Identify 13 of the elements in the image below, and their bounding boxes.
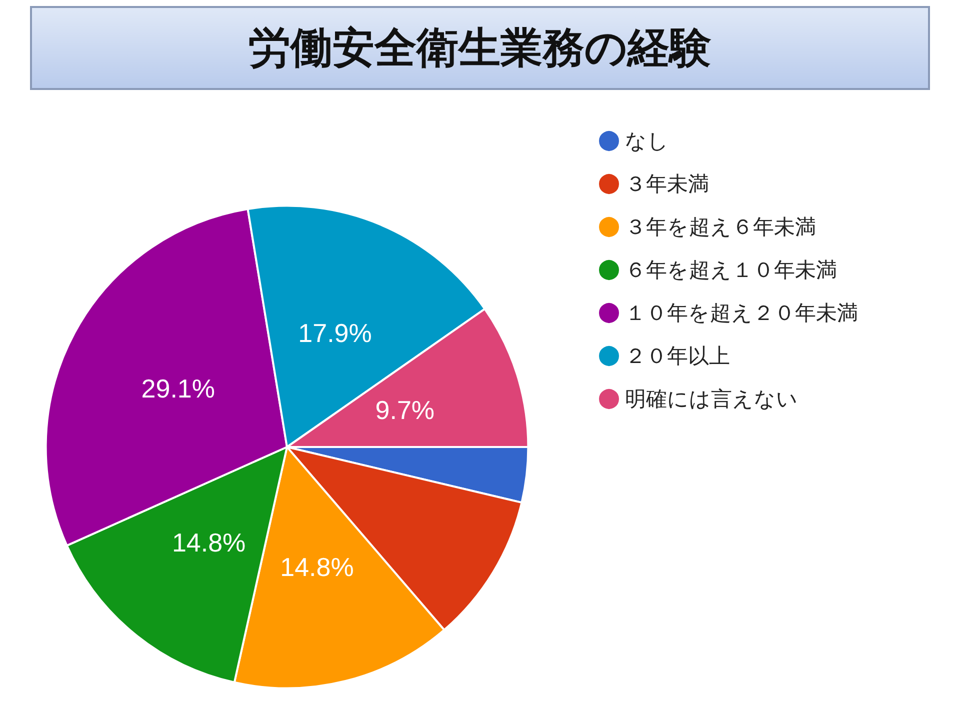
data-label: 17.9% <box>298 318 372 348</box>
data-label: 29.1% <box>141 373 215 404</box>
legend-label: ６年を超え１０年未満 <box>625 258 837 282</box>
data-label: 14.8% <box>280 552 354 582</box>
chart-title: 労働安全衛生業務の経験 <box>30 6 930 90</box>
legend-label: ３年未満 <box>625 172 709 196</box>
data-label: 14.8% <box>172 528 246 558</box>
legend-label: ２０年以上 <box>625 344 730 368</box>
data-label: 9.7% <box>375 394 435 425</box>
legend-label: なし <box>625 129 669 153</box>
legend-label: 明確には言えない <box>625 387 798 411</box>
legend-label: １０年を超え２０年未満 <box>625 301 858 325</box>
legend-label: ３年を超え６年未満 <box>625 215 816 239</box>
